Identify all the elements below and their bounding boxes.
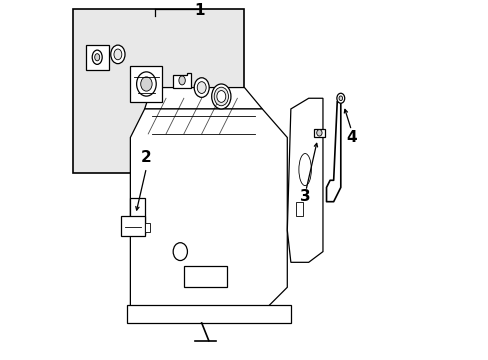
Bar (121, 216, 144, 235)
Ellipse shape (316, 130, 322, 136)
Ellipse shape (173, 243, 187, 261)
Ellipse shape (114, 49, 122, 60)
Text: 3: 3 (299, 189, 310, 204)
Bar (73, 9, 244, 173)
Bar (144, 223, 150, 232)
Ellipse shape (338, 96, 342, 100)
Ellipse shape (110, 45, 125, 64)
Ellipse shape (179, 76, 185, 85)
Ellipse shape (194, 78, 209, 97)
Ellipse shape (136, 72, 156, 96)
Ellipse shape (95, 54, 100, 61)
Polygon shape (144, 87, 262, 109)
Ellipse shape (214, 87, 228, 106)
Bar (130, 66, 162, 102)
Text: 1: 1 (194, 3, 205, 18)
Bar (296, 202, 303, 216)
Ellipse shape (211, 84, 230, 109)
Bar (313, 129, 324, 138)
Bar (130, 198, 144, 234)
Ellipse shape (298, 153, 311, 186)
Ellipse shape (197, 82, 206, 94)
Bar (126, 305, 290, 323)
Text: 4: 4 (346, 130, 356, 145)
Bar (85, 45, 109, 70)
Polygon shape (287, 98, 322, 262)
Ellipse shape (141, 77, 152, 91)
Polygon shape (173, 73, 191, 87)
Ellipse shape (336, 93, 344, 103)
Ellipse shape (216, 91, 225, 102)
Ellipse shape (92, 50, 102, 64)
Polygon shape (130, 109, 287, 312)
Bar (183, 266, 226, 287)
Text: 2: 2 (141, 150, 151, 165)
